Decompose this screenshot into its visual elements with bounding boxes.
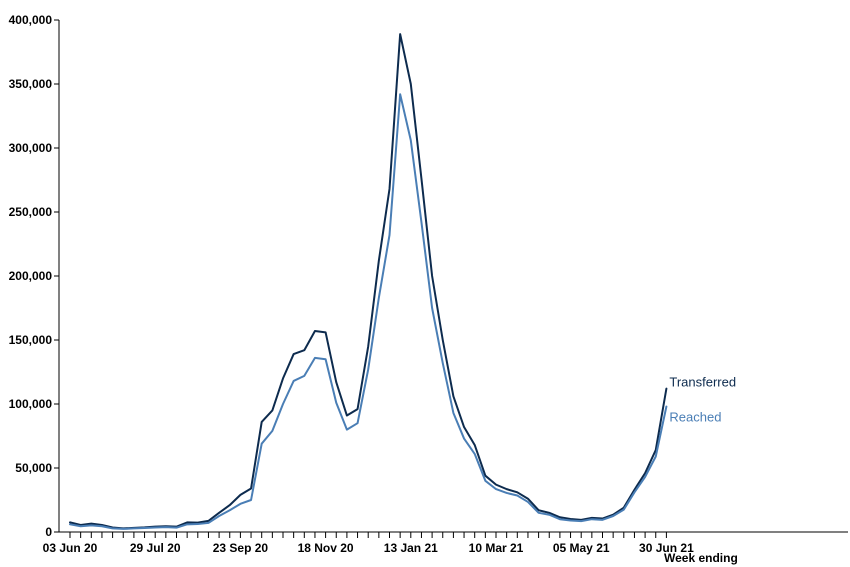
y-tick-label: 300,000 (9, 141, 53, 155)
y-tick-label: 0 (45, 525, 52, 539)
series-line-transferred (69, 33, 668, 530)
y-axis: 0 50,000 100,000 150,000 200,000 250,000 300,0… (9, 13, 60, 539)
series-line-reached (69, 93, 668, 530)
x-tick-label: 05 May 21 (553, 541, 610, 555)
x-tick-label: 18 Nov 20 (298, 541, 354, 555)
series-label-reached: Reached (669, 410, 721, 425)
x-tick-label: 03 Jun 20 (43, 541, 98, 555)
x-tick-label: 13 Jan 21 (384, 541, 438, 555)
x-axis: 03 Jun 20 29 Jul 20 23 Sep 20 18 Nov 20 13 J… (43, 531, 848, 555)
x-tick-label: 29 Jul 20 (130, 541, 181, 555)
x-tick-label: 30 Jun 21 (639, 541, 694, 555)
series-lines (69, 33, 668, 530)
y-tick-label: 150,000 (9, 333, 53, 347)
y-tick-label: 350,000 (9, 77, 53, 91)
x-tick-label: 10 Mar 21 (469, 541, 524, 555)
y-tick-label: 250,000 (9, 205, 53, 219)
y-tick-label: 50,000 (15, 461, 52, 475)
series-label-transferred: Transferred (669, 375, 736, 390)
y-tick-label: 400,000 (9, 13, 53, 27)
series-labels: Transferred Reached (669, 375, 736, 425)
y-tick-label: 200,000 (9, 269, 53, 283)
x-tick-label: 23 Sep 20 (213, 541, 269, 555)
y-tick-label: 100,000 (9, 397, 53, 411)
x-axis-title: Week ending (664, 551, 738, 565)
